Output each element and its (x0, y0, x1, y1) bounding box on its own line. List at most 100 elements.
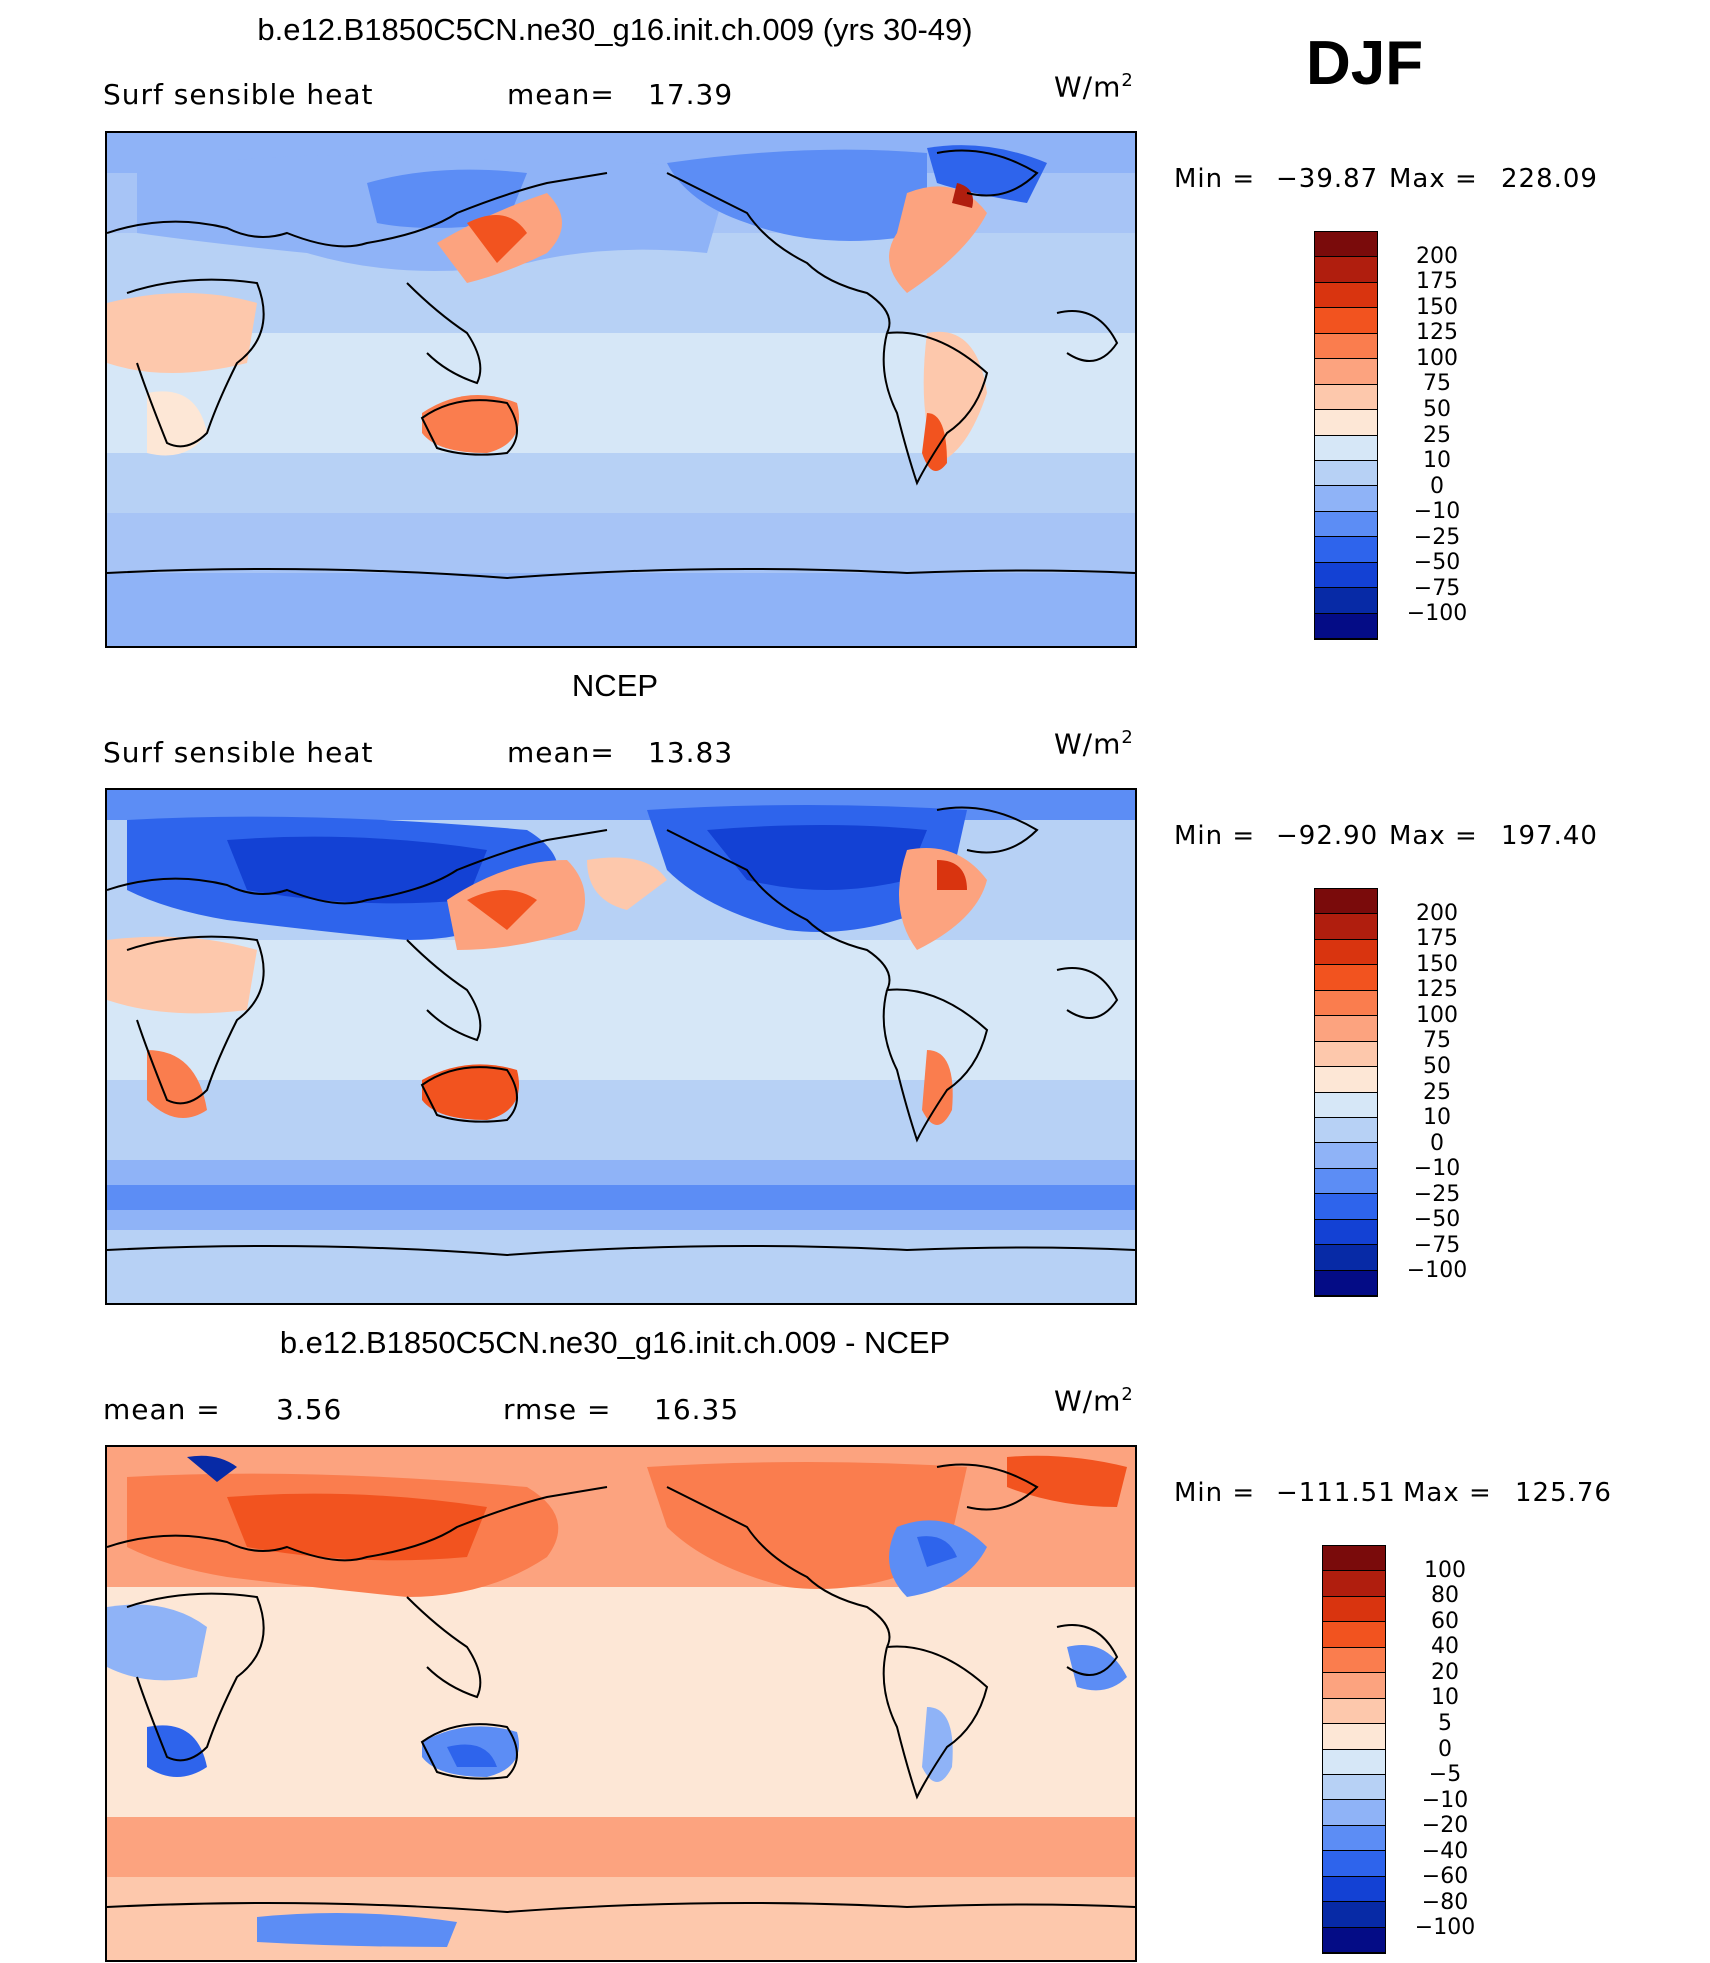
colorbar-segment (1323, 1698, 1385, 1725)
colorbar-tick-label: 0 (1430, 473, 1444, 499)
colorbar-segment (1315, 435, 1377, 461)
colorbar-tick-label: −100 (1406, 601, 1468, 627)
colorbar-segment (1315, 1092, 1377, 1118)
colorbar-segment (1323, 1876, 1385, 1903)
colorbar-tick-label: −80 (1421, 1889, 1469, 1915)
colorbar-segment (1315, 613, 1377, 639)
colorbar-tick-label: 10 (1423, 448, 1451, 474)
unit-exponent: 2 (1121, 727, 1134, 748)
panel-1-mean-value: 17.39 (648, 78, 734, 111)
panel-1-min-label: Min = (1174, 164, 1256, 194)
panel-2-mean-value: 13.83 (648, 736, 734, 769)
panel-3-mean-label: mean = (103, 1393, 221, 1426)
colorbar-tick-label: 150 (1416, 951, 1458, 977)
colorbar-segment (1323, 1825, 1385, 1852)
panel-2-variable-label: Surf sensible heat (103, 736, 374, 769)
colorbar-segment (1315, 588, 1377, 614)
colorbar-tick-label: 75 (1423, 1028, 1451, 1054)
panel-1-max-label: Max = (1389, 164, 1478, 194)
colorbar-tick-label: 25 (1423, 1079, 1451, 1105)
colorbar-segment (1315, 1245, 1377, 1271)
colorbar-segment (1323, 1927, 1385, 1953)
panel-1-min-value: −39.87 (1276, 164, 1379, 194)
colorbar-segment (1323, 1902, 1385, 1928)
colorbar-segment (1315, 965, 1377, 991)
colorbar-segment (1315, 333, 1377, 360)
colorbar-tick-label: −5 (1428, 1762, 1462, 1788)
panel-1-title: b.e12.B1850C5CN.ne30_g16.init.ch.009 (yr… (257, 12, 973, 47)
colorbar-segment (1323, 1724, 1385, 1750)
panel-3-rmse-label: rmse = (503, 1393, 612, 1426)
colorbar-segment (1315, 1117, 1377, 1144)
colorbar-tick-label: 10 (1431, 1685, 1459, 1711)
panel-1-map (105, 131, 1137, 648)
colorbar-tick-label: −25 (1413, 524, 1461, 550)
colorbar-segment (1315, 914, 1377, 940)
colorbar-tick-label: 80 (1431, 1583, 1459, 1609)
colorbar-tick-label: −100 (1406, 1258, 1468, 1284)
panel-2-max-label: Max = (1389, 821, 1478, 851)
colorbar-segment (1315, 486, 1377, 512)
colorbar-segment (1315, 257, 1377, 283)
colorbar-segment (1315, 1067, 1377, 1093)
colorbar-segment (1315, 460, 1377, 487)
panel-3-min-value: −111.51 (1276, 1478, 1396, 1508)
colorbar-segment (1315, 359, 1377, 385)
colorbar-tick-label: 20 (1431, 1659, 1459, 1685)
colorbar-segment (1315, 537, 1377, 563)
colorbar-segment (1315, 1168, 1377, 1195)
colorbar-tick-label: 150 (1416, 294, 1458, 320)
panel-3-rmse-value: 16.35 (654, 1393, 740, 1426)
colorbar-tick-label: 50 (1423, 1053, 1451, 1079)
colorbar-tick-label: −100 (1414, 1915, 1476, 1941)
colorbar-segment (1315, 562, 1377, 589)
colorbar-tick-label: 5 (1438, 1710, 1452, 1736)
colorbar-segment (1315, 282, 1377, 309)
colorbar-segment (1315, 384, 1377, 411)
colorbar-tick-label: 25 (1423, 422, 1451, 448)
colorbar-segment (1315, 232, 1377, 258)
panel-1-colorbar-labels: 200 175 150 125 100 75 50 25 10 0 −10 −25 −50 −75 −100 (1392, 231, 1482, 640)
panel-3-max-label: Max = (1403, 1478, 1492, 1508)
panel-3-unit: W/m2 (1054, 1384, 1134, 1417)
colorbar-tick-label: −50 (1413, 1207, 1461, 1233)
colorbar-tick-label: −75 (1413, 1232, 1461, 1258)
colorbar-segment (1315, 990, 1377, 1017)
unit-text: W/m (1054, 1384, 1122, 1418)
panel-3-colorbar-labels: 100 80 60 40 20 10 5 0 −5 −10 −20 −40 −60 −80 −100 (1400, 1545, 1490, 1954)
colorbar-segment (1315, 308, 1377, 334)
panel-2-unit: W/m2 (1054, 727, 1134, 760)
panel-1-colorbar (1314, 231, 1378, 640)
colorbar-segment (1315, 939, 1377, 966)
panel-2-min-value: −92.90 (1276, 821, 1379, 851)
colorbar-tick-label: −60 (1421, 1864, 1469, 1890)
colorbar-segment (1315, 1143, 1377, 1169)
panel-1-unit: W/m2 (1054, 70, 1134, 103)
colorbar-tick-label: −10 (1413, 499, 1461, 525)
colorbar-segment (1323, 1749, 1385, 1775)
panel-2-colorbar-labels: 200 175 150 125 100 75 50 25 10 0 −10 −25 −50 −75 −100 (1392, 888, 1482, 1297)
colorbar-segment (1323, 1851, 1385, 1877)
panel-2-max-value: 197.40 (1501, 821, 1598, 851)
colorbar-tick-label: 10 (1423, 1105, 1451, 1131)
colorbar-segment (1315, 889, 1377, 915)
colorbar-segment (1323, 1774, 1385, 1801)
colorbar-tick-label: −10 (1413, 1156, 1461, 1182)
colorbar-tick-label: 100 (1424, 1557, 1466, 1583)
colorbar-segment (1315, 410, 1377, 436)
unit-exponent: 2 (1121, 70, 1134, 91)
colorbar-segment (1323, 1571, 1385, 1597)
panel-2-colorbar (1314, 888, 1378, 1297)
colorbar-segment (1323, 1673, 1385, 1699)
colorbar-segment (1315, 511, 1377, 538)
panel-3-colorbar (1322, 1545, 1386, 1954)
season-label: DJF (1306, 29, 1424, 98)
colorbar-tick-label: −10 (1421, 1787, 1469, 1813)
colorbar-segment (1315, 1270, 1377, 1296)
colorbar-segment (1323, 1647, 1385, 1674)
colorbar-tick-label: 0 (1438, 1736, 1452, 1762)
colorbar-tick-label: 100 (1416, 1002, 1458, 1028)
colorbar-tick-label: 60 (1431, 1608, 1459, 1634)
colorbar-segment (1315, 1041, 1377, 1068)
colorbar-segment (1323, 1622, 1385, 1648)
